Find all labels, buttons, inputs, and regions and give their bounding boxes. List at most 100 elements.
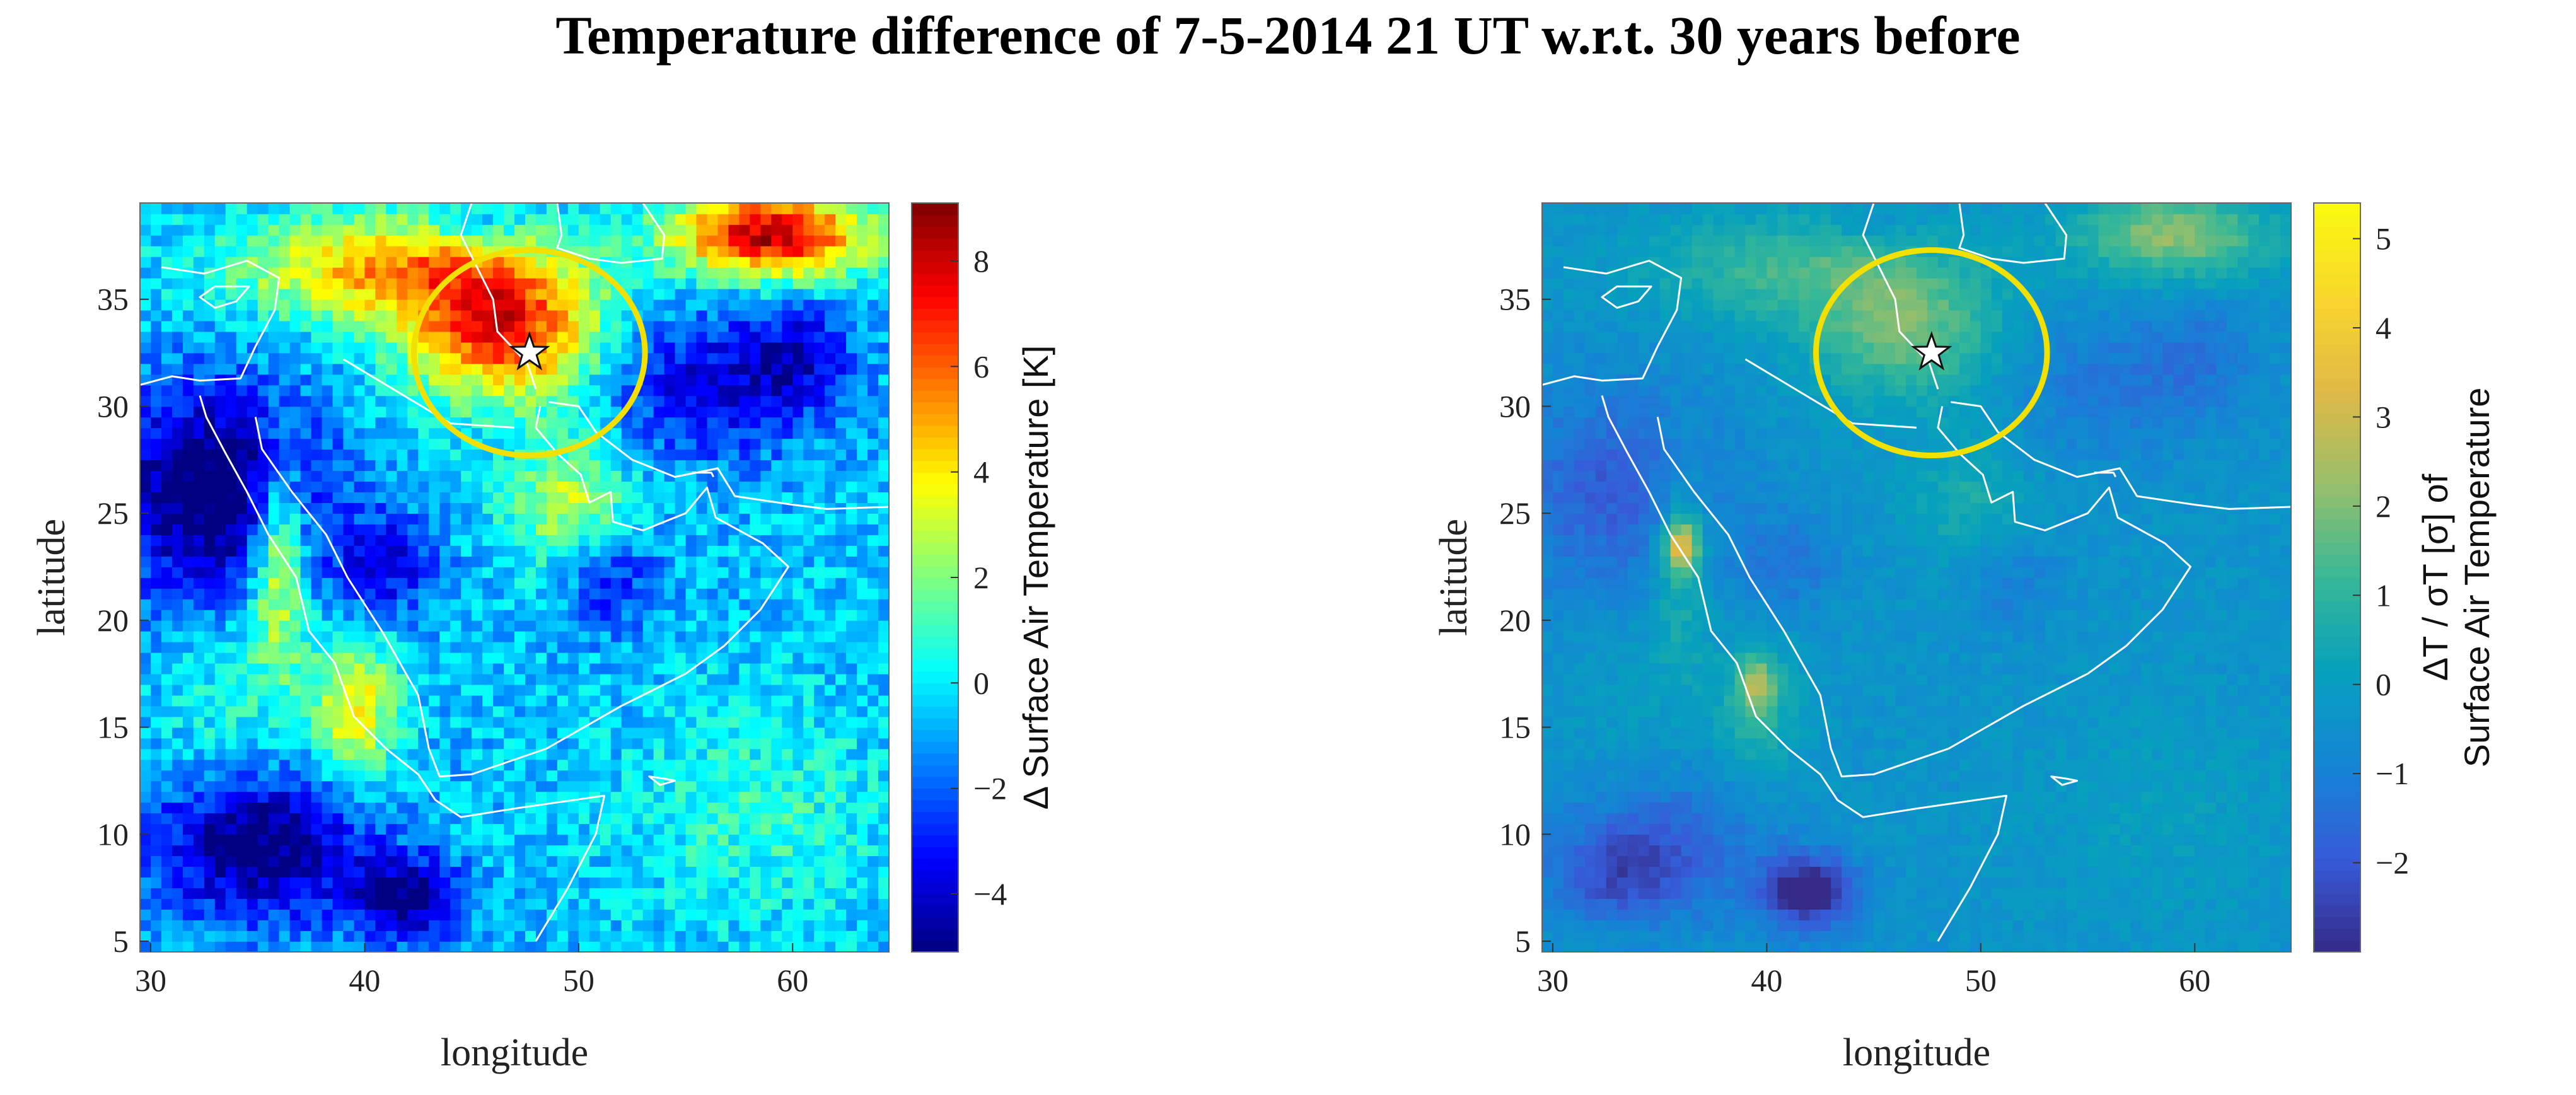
heatmap-cell [557, 759, 569, 771]
colorbar-segment [912, 519, 958, 531]
heatmap-cell [354, 652, 366, 664]
heatmap-cell [685, 695, 697, 707]
heatmap-cell [535, 224, 547, 236]
heatmap-cell [717, 374, 729, 386]
heatmap-cell [279, 780, 291, 792]
heatmap-cell [707, 310, 719, 322]
heatmap-cell [739, 235, 751, 246]
heatmap-cell [696, 823, 708, 835]
heatmap-cell [343, 235, 355, 246]
heatmap-cell [589, 288, 601, 300]
heatmap-cell [857, 716, 868, 728]
heatmap-cell [675, 909, 687, 920]
heatmap-cell [375, 620, 387, 632]
heatmap-cell [857, 684, 868, 696]
heatmap-cell [857, 535, 868, 546]
heatmap-cell [257, 567, 269, 578]
heatmap-cell [546, 492, 558, 503]
heatmap-cell [717, 267, 729, 279]
heatmap-cell [214, 288, 226, 300]
heatmap-cell [717, 417, 729, 429]
heatmap-cell [150, 738, 162, 750]
heatmap-cell [525, 941, 537, 952]
heatmap-cell [803, 256, 815, 268]
heatmap-cell [567, 888, 579, 899]
heatmap-cell [600, 470, 612, 482]
heatmap-cell [268, 524, 280, 535]
heatmap-cell [782, 813, 794, 825]
heatmap-cell [814, 802, 825, 814]
heatmap-cell [803, 267, 815, 279]
heatmap-cell [343, 609, 355, 621]
heatmap-cell [675, 524, 687, 535]
heatmap-cell [193, 427, 205, 439]
heatmap-cell [429, 567, 440, 578]
heatmap-cell [600, 545, 612, 557]
heatmap-cell [782, 535, 794, 546]
heatmap-cell [696, 791, 708, 803]
heatmap-cell [653, 673, 665, 685]
heatmap-cell [322, 598, 334, 610]
heatmap-cell [814, 855, 825, 867]
heatmap-cell [332, 352, 344, 364]
heatmap-cell [311, 224, 323, 236]
heatmap-cell [397, 609, 409, 621]
heatmap-cell [557, 556, 569, 567]
heatmap-cell [504, 620, 515, 632]
heatmap-cell [514, 813, 526, 825]
heatmap-cell [161, 545, 173, 557]
heatmap-cell [247, 460, 258, 472]
heatmap-cell [450, 502, 461, 514]
heatmap-cell [514, 845, 526, 857]
heatmap-cell [835, 460, 847, 472]
heatmap-cell [846, 310, 857, 322]
heatmap-cell [792, 417, 804, 429]
heatmap-cell [621, 438, 633, 450]
heatmap-cell [397, 502, 409, 514]
heatmap-cell [685, 791, 697, 803]
heatmap-cell [642, 802, 654, 814]
heatmap-cell [760, 524, 772, 535]
heatmap-cell [803, 352, 815, 364]
heatmap-cell [171, 866, 183, 878]
heatmap-cell [739, 470, 751, 482]
heatmap-cell [279, 898, 291, 910]
heatmap-cell [472, 877, 483, 888]
heatmap-cell [760, 770, 772, 782]
heatmap-cell [150, 203, 162, 214]
heatmap-cell [279, 363, 291, 375]
heatmap-cell [364, 545, 376, 557]
heatmap-cell [140, 342, 151, 354]
heatmap-cell [792, 567, 804, 578]
heatmap-cell [739, 320, 751, 332]
heatmap-cell [557, 320, 569, 332]
heatmap-cell [364, 630, 376, 642]
heatmap-cell [546, 460, 558, 472]
heatmap-cell [846, 920, 857, 931]
heatmap-cell [750, 845, 762, 857]
heatmap-cell [835, 684, 847, 696]
heatmap-cell [482, 791, 494, 803]
heatmap-cell [750, 716, 762, 728]
heatmap-cell [653, 460, 665, 472]
heatmap-cell [803, 524, 815, 535]
heatmap-cell [322, 438, 334, 450]
heatmap-cell [311, 567, 323, 578]
heatmap-cell [257, 470, 269, 482]
heatmap-cell [717, 342, 729, 354]
heatmap-cell [846, 641, 857, 653]
heatmap-cell [182, 288, 194, 300]
heatmap-cell [279, 941, 291, 952]
heatmap-cell [375, 695, 387, 707]
heatmap-cell [535, 385, 547, 397]
heatmap-cell [450, 673, 461, 685]
heatmap-cell [397, 823, 409, 835]
heatmap-cell [728, 320, 740, 332]
heatmap-cell [760, 256, 772, 268]
heatmap-cell [867, 652, 879, 664]
heatmap-cell [675, 417, 687, 429]
heatmap-cell [354, 203, 366, 214]
heatmap-cell [685, 888, 697, 899]
heatmap-cell [247, 395, 258, 407]
heatmap-cell [493, 438, 504, 450]
